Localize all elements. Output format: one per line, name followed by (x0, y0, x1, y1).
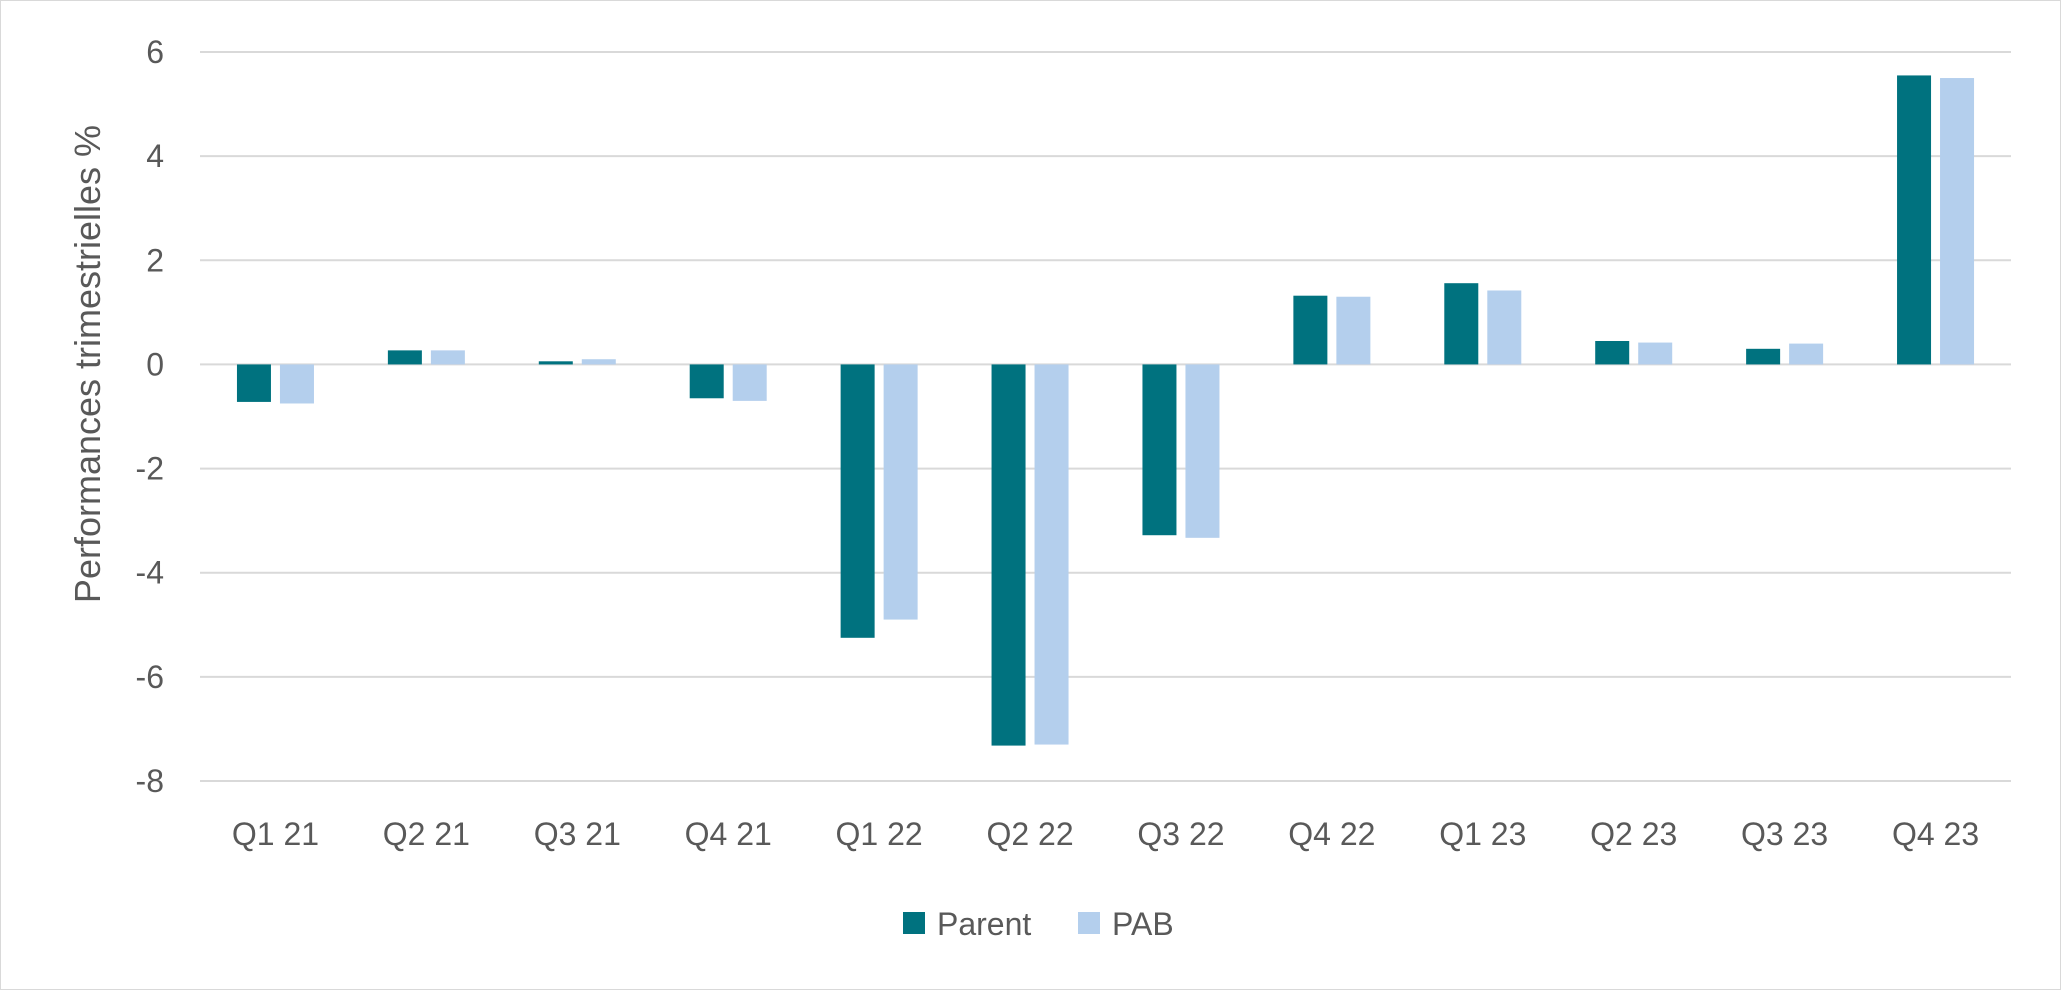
bar-parent-q4-23 (1897, 75, 1932, 365)
y-tick-label: -8 (136, 763, 164, 799)
x-tick-label: Q4 21 (685, 816, 772, 852)
bar-parent-q3-23 (1746, 348, 1781, 365)
legend-swatch-pab (1078, 912, 1100, 934)
x-tick-label: Q3 22 (1137, 816, 1224, 852)
bar-pab-q2-22 (1034, 364, 1069, 745)
legend-label-parent: Parent (937, 906, 1031, 942)
y-tick-label: 4 (146, 138, 164, 174)
y-tick-label: 0 (146, 346, 164, 382)
gridlines (200, 51, 2011, 782)
bar-pab-q4-23 (1940, 78, 1975, 365)
bar-pab-q2-21 (430, 350, 465, 365)
bar-pab-q4-22 (1336, 296, 1371, 365)
bar-parent-q3-21 (538, 361, 573, 365)
bar-pab-q1-21 (279, 364, 314, 404)
bar-parent-q1-22 (840, 364, 875, 638)
x-tick-label: Q4 22 (1288, 816, 1375, 852)
bars (236, 75, 1975, 746)
x-tick-label: Q2 22 (986, 816, 1073, 852)
bar-pab-q1-23 (1487, 290, 1522, 365)
bar-pab-q3-22 (1185, 364, 1220, 538)
x-tick-label: Q1 22 (836, 816, 923, 852)
bar-pab-q4-21 (732, 364, 767, 401)
bar-parent-q1-23 (1444, 283, 1479, 365)
bar-parent-q2-22 (991, 364, 1026, 746)
bar-parent-q2-21 (387, 350, 422, 365)
legend-label-pab: PAB (1112, 906, 1174, 942)
x-tick-label: Q2 23 (1590, 816, 1677, 852)
bar-parent-q2-23 (1595, 340, 1630, 365)
x-tick-label: Q4 23 (1892, 816, 1979, 852)
bar-parent-q3-22 (1142, 364, 1177, 536)
y-tick-label: -2 (136, 451, 164, 487)
bar-parent-q4-22 (1293, 295, 1328, 365)
x-tick-label: Q1 21 (232, 816, 319, 852)
y-axis-title: Performances trimestrielles % (67, 125, 108, 603)
bar-parent-q1-21 (236, 364, 271, 402)
bar-pab-q3-21 (581, 359, 616, 365)
bar-pab-q1-22 (883, 364, 918, 620)
x-tick-label: Q3 21 (534, 816, 621, 852)
x-tick-label: Q2 21 (383, 816, 470, 852)
y-tick-label: -4 (136, 555, 164, 591)
y-tick-label: 2 (146, 242, 164, 278)
x-tick-label: Q1 23 (1439, 816, 1526, 852)
bar-pab-q3-23 (1789, 343, 1824, 365)
y-tick-label: -6 (136, 659, 164, 695)
y-axis-ticks: 6 4 2 0 -2 -4 -6 -8 (136, 34, 164, 799)
legend-swatch-parent (903, 912, 925, 934)
x-axis-ticks: Q1 21 Q2 21 Q3 21 Q4 21 Q1 22 Q2 22 Q3 22 Q4 22… (232, 816, 1979, 852)
x-tick-label: Q3 23 (1741, 816, 1828, 852)
y-tick-label: 6 (146, 34, 164, 70)
legend: Parent PAB (903, 906, 1174, 942)
bar-parent-q4-21 (689, 364, 724, 399)
bar-pab-q2-23 (1638, 342, 1673, 365)
